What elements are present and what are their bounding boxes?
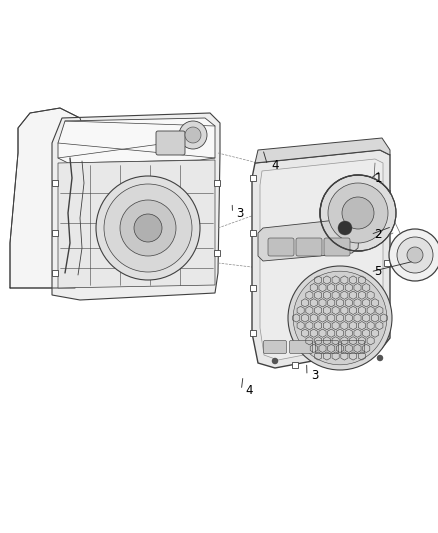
FancyBboxPatch shape [268, 238, 294, 256]
Text: 5: 5 [374, 265, 382, 278]
Circle shape [185, 127, 201, 143]
Circle shape [272, 358, 278, 364]
Bar [250, 230, 256, 236]
Circle shape [407, 247, 423, 263]
Bar [385, 208, 391, 214]
Text: 4: 4 [245, 384, 253, 397]
Circle shape [377, 355, 383, 361]
FancyBboxPatch shape [324, 238, 350, 256]
Polygon shape [52, 113, 220, 300]
Bar [384, 320, 390, 326]
FancyBboxPatch shape [264, 341, 286, 353]
FancyBboxPatch shape [290, 341, 312, 353]
Text: 3: 3 [237, 207, 244, 220]
Circle shape [389, 229, 438, 281]
Bar [250, 285, 256, 290]
Text: 2: 2 [374, 228, 382, 241]
Circle shape [328, 183, 388, 243]
FancyBboxPatch shape [342, 341, 364, 353]
Circle shape [397, 237, 433, 273]
FancyBboxPatch shape [315, 341, 339, 353]
Polygon shape [252, 150, 390, 368]
Bar [384, 260, 390, 266]
Circle shape [179, 121, 207, 149]
Bar [52, 230, 58, 236]
Bar [384, 190, 390, 196]
Bar [347, 358, 353, 364]
Circle shape [288, 266, 392, 370]
Bar [52, 180, 58, 185]
Circle shape [120, 200, 176, 256]
Text: 1: 1 [374, 172, 382, 185]
Polygon shape [255, 138, 390, 163]
Circle shape [96, 176, 200, 280]
Text: 3: 3 [311, 369, 318, 382]
Polygon shape [10, 108, 88, 288]
Circle shape [293, 271, 387, 365]
Polygon shape [58, 118, 215, 163]
Bar [52, 270, 58, 276]
Circle shape [338, 221, 352, 235]
Polygon shape [260, 159, 383, 360]
Circle shape [104, 184, 192, 272]
Circle shape [134, 214, 162, 242]
Bar [292, 362, 298, 368]
Polygon shape [258, 218, 360, 261]
Bar [214, 251, 220, 256]
Circle shape [342, 197, 374, 229]
Polygon shape [58, 160, 215, 288]
FancyBboxPatch shape [296, 238, 322, 256]
FancyBboxPatch shape [156, 131, 185, 155]
Bar [250, 330, 256, 336]
Text: 4: 4 [272, 159, 279, 172]
Bar [250, 175, 256, 181]
Bar [214, 180, 220, 185]
Circle shape [320, 175, 396, 251]
